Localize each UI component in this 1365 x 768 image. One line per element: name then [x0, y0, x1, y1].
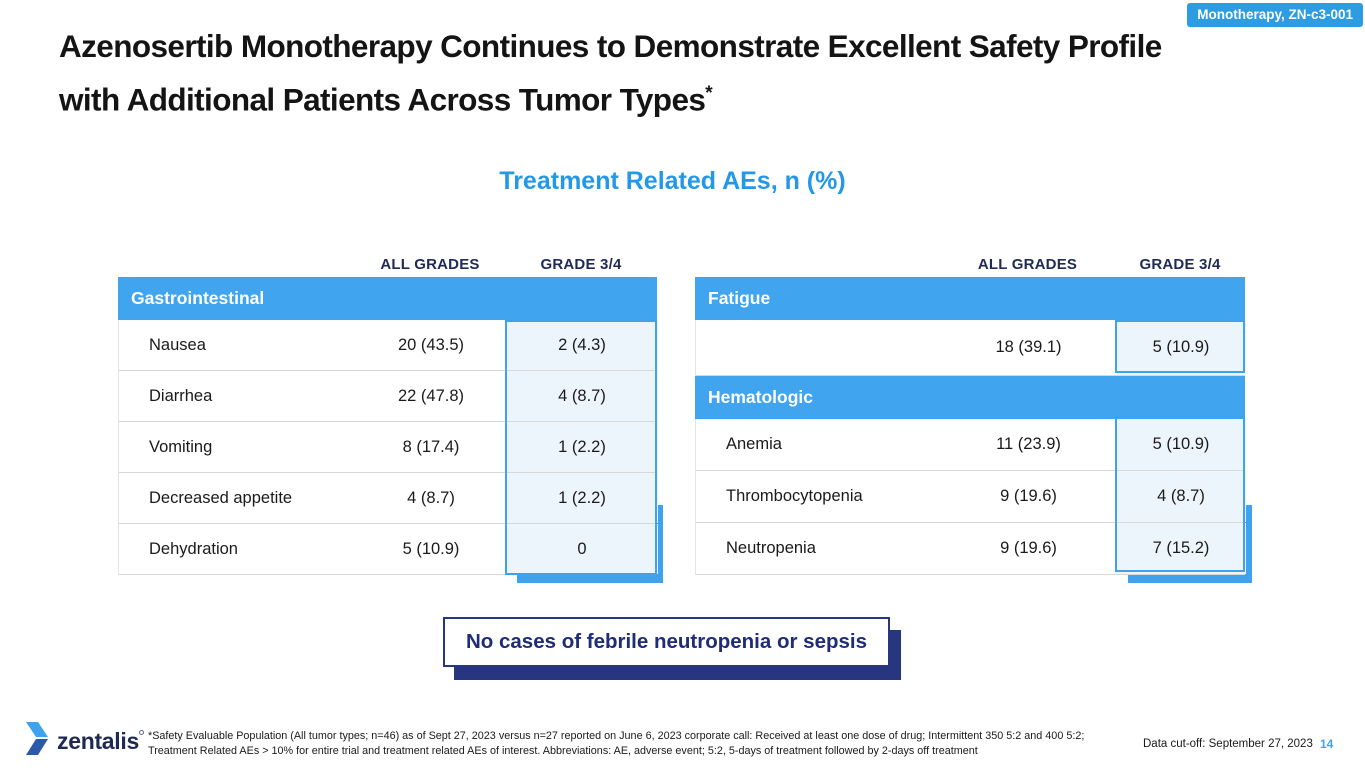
section-header-fatigue: Fatigue — [695, 277, 1245, 320]
grade-3-4-value: 5 (10.9) — [1116, 320, 1246, 375]
grade-3-4-value: 1 (2.2) — [506, 422, 658, 472]
grade-3-4-value: 4 (8.7) — [506, 371, 658, 421]
table-row: Anemia 11 (23.9) 5 (10.9) — [696, 419, 1246, 471]
all-grades-value: 9 (19.6) — [1000, 487, 1057, 505]
table-row: Neutropenia 9 (19.6) 7 (15.2) — [696, 523, 1246, 575]
col-header-grade-3-4: GRADE 3/4 — [540, 256, 622, 273]
callout-box: No cases of febrile neutropenia or sepsi… — [443, 617, 890, 667]
footnote-line-1: *Safety Evaluable Population (All tumor … — [148, 730, 1085, 742]
ae-label — [696, 320, 941, 375]
grade-3-4-value: 5 (10.9) — [1116, 419, 1246, 470]
col-header-grade-3-4: GRADE 3/4 — [1139, 256, 1221, 273]
table-row: Thrombocytopenia 9 (19.6) 4 (8.7) — [696, 471, 1246, 523]
title-footnote-marker: * — [705, 83, 713, 104]
ae-label: Vomiting — [149, 437, 213, 456]
all-grades-value: 8 (17.4) — [402, 437, 460, 456]
table-row: 18 (39.1) 5 (10.9) — [696, 320, 1246, 376]
grade-3-4-value: 7 (15.2) — [1116, 523, 1246, 574]
table-row: Vomiting 8 (17.4) 1 (2.2) — [119, 422, 658, 473]
zentalis-logo: zentalis — [24, 722, 144, 761]
ae-label: Dehydration — [149, 539, 238, 558]
table-row: Nausea 20 (43.5) 2 (4.3) — [119, 320, 658, 371]
ae-label: Anemia — [726, 435, 782, 453]
ae-label: Neutropenia — [726, 539, 816, 557]
page-number: 14 — [1320, 737, 1334, 751]
all-grades-value: 4 (8.7) — [407, 488, 455, 507]
table-row: Decreased appetite 4 (8.7) 1 (2.2) — [119, 473, 658, 524]
column-headers: ALL GRADES GRADE 3/4 — [118, 252, 657, 277]
zentalis-wordmark: zentalis — [57, 728, 144, 754]
all-grades-value: 11 (23.9) — [996, 435, 1061, 453]
ae-label: Thrombocytopenia — [726, 487, 863, 505]
zentalis-logo-icon — [24, 722, 50, 761]
footnote-line-2: Treatment Related AEs > 10% for entire t… — [148, 745, 978, 757]
slide-title: Azenosertib Monotherapy Continues to Dem… — [59, 22, 1179, 124]
fatigue-hematologic-table: ALL GRADES GRADE 3/4 Fatigue 18 (39.1) 5… — [695, 252, 1252, 583]
all-grades-value: 9 (19.6) — [1000, 539, 1057, 557]
all-grades-value: 5 (10.9) — [402, 539, 460, 558]
data-cutoff: Data cut-off: September 27, 2023 — [1143, 738, 1313, 750]
gastrointestinal-table: ALL GRADES GRADE 3/4 Gastrointestinal Na… — [118, 252, 663, 583]
col-header-all-grades: ALL GRADES — [977, 256, 1078, 273]
ae-label: Decreased appetite — [149, 488, 293, 507]
col-header-all-grades: ALL GRADES — [380, 256, 480, 273]
table-body: Nausea 20 (43.5) 2 (4.3) Diarrhea 22 (47… — [118, 320, 658, 575]
protocol-badge: Monotherapy, ZN-c3-001 — [1187, 3, 1363, 27]
grade-3-4-value: 0 — [506, 524, 658, 574]
grade-3-4-value: 1 (2.2) — [506, 473, 658, 523]
table-caption: Treatment Related AEs, n (%) — [499, 167, 846, 195]
table-row: Diarrhea 22 (47.8) 4 (8.7) — [119, 371, 658, 422]
grade-3-4-value: 4 (8.7) — [1116, 471, 1246, 522]
ae-label: Diarrhea — [149, 386, 213, 405]
table-body: Anemia 11 (23.9) 5 (10.9) Thrombocytopen… — [695, 419, 1246, 575]
section-header-gastrointestinal: Gastrointestinal — [118, 277, 657, 320]
grade-3-4-value: 2 (4.3) — [506, 320, 658, 370]
table-row: Dehydration 5 (10.9) 0 — [119, 524, 658, 575]
all-grades-value: 22 (47.8) — [397, 386, 465, 405]
ae-label: Nausea — [149, 335, 206, 354]
column-headers: ALL GRADES GRADE 3/4 — [695, 252, 1245, 277]
table-body: 18 (39.1) 5 (10.9) — [695, 320, 1246, 376]
all-grades-value: 18 (39.1) — [995, 338, 1062, 356]
footnote: *Safety Evaluable Population (All tumor … — [148, 729, 1113, 759]
slide-title-text: Azenosertib Monotherapy Continues to Dem… — [59, 28, 1162, 118]
section-header-hematologic: Hematologic — [695, 376, 1245, 419]
all-grades-value: 20 (43.5) — [397, 335, 465, 354]
